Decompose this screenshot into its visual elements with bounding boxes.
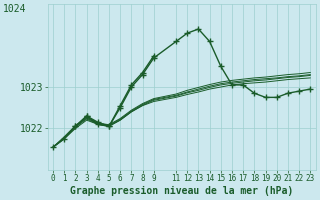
X-axis label: Graphe pression niveau de la mer (hPa): Graphe pression niveau de la mer (hPa): [70, 186, 293, 196]
Text: 1024: 1024: [3, 4, 26, 14]
